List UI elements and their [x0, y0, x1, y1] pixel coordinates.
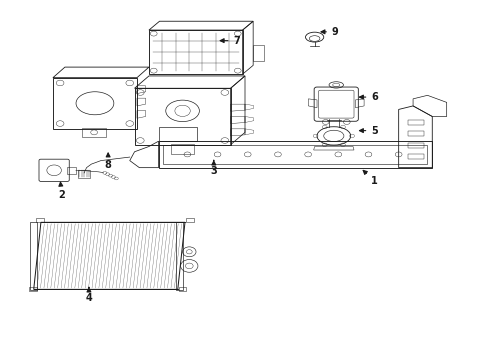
- Bar: [179, 287, 186, 291]
- Text: 9: 9: [321, 27, 339, 37]
- Bar: [408, 143, 424, 148]
- Bar: [30, 222, 37, 290]
- Text: 1: 1: [363, 170, 378, 186]
- Text: 2: 2: [58, 182, 65, 200]
- Bar: [408, 120, 424, 125]
- Text: 4: 4: [86, 288, 92, 303]
- Bar: [176, 222, 183, 290]
- Bar: [67, 167, 76, 174]
- Bar: [171, 144, 194, 154]
- Text: 7: 7: [220, 36, 240, 46]
- Text: 3: 3: [210, 161, 217, 176]
- Bar: [253, 45, 264, 61]
- Bar: [36, 218, 44, 222]
- Text: 8: 8: [105, 153, 112, 170]
- Text: 6: 6: [360, 92, 378, 102]
- Bar: [186, 218, 194, 222]
- Bar: [29, 287, 37, 291]
- Bar: [78, 171, 90, 178]
- Text: 5: 5: [360, 126, 378, 136]
- Bar: [408, 131, 424, 136]
- Bar: [82, 128, 106, 136]
- Bar: [408, 154, 424, 159]
